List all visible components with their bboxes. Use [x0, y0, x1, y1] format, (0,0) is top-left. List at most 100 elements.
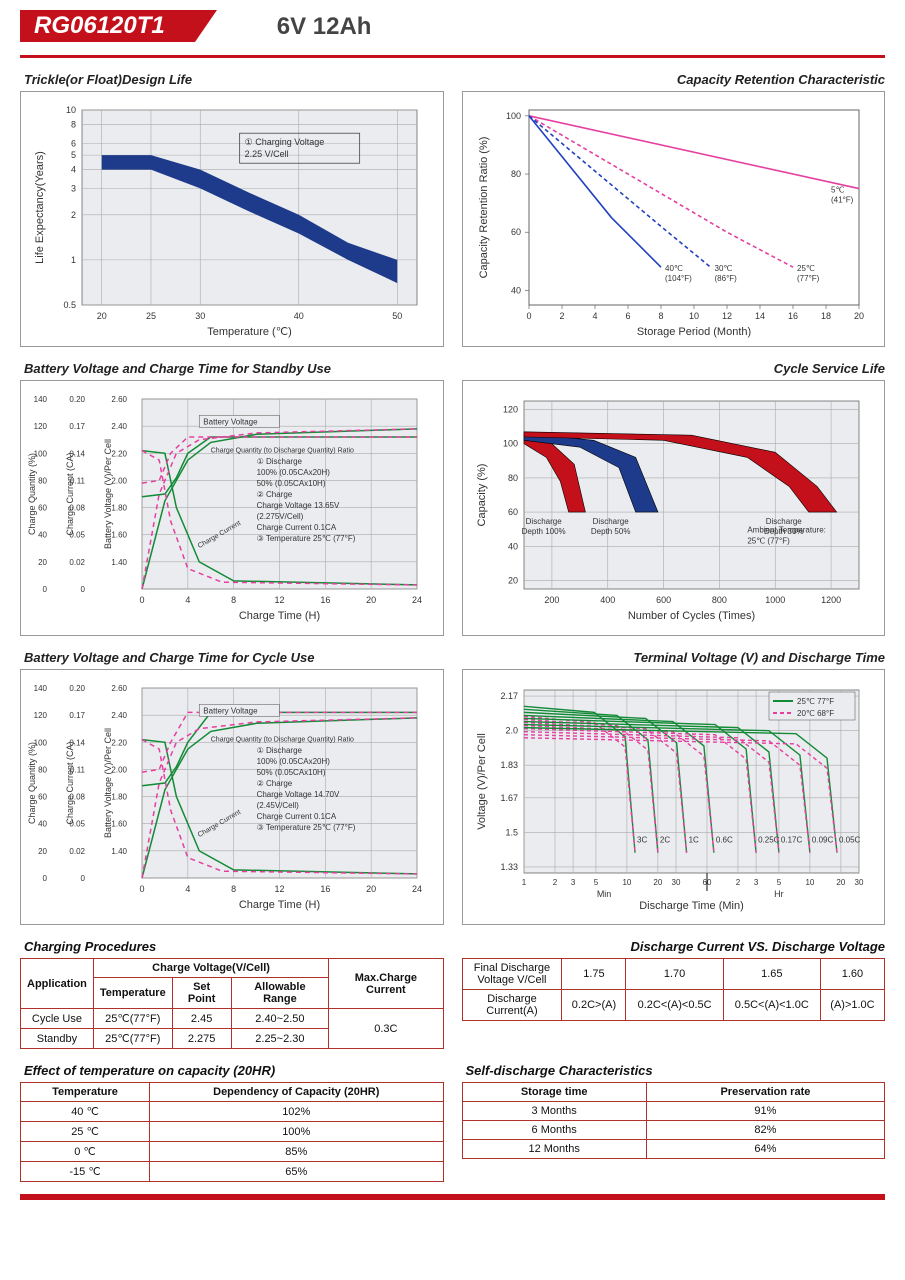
svg-text:6: 6: [71, 138, 76, 148]
svg-text:50% (0.05CAx10H): 50% (0.05CAx10H): [257, 768, 326, 777]
svg-text:Charge Voltage 14.70V: Charge Voltage 14.70V: [257, 790, 340, 799]
svg-text:60: 60: [510, 227, 520, 237]
svg-text:80: 80: [510, 169, 520, 179]
svg-text:Hr: Hr: [774, 889, 784, 899]
self-title: Self-discharge Characteristics: [466, 1063, 886, 1078]
svg-text:0: 0: [139, 884, 144, 894]
svg-text:Battery Voltage: Battery Voltage: [203, 417, 258, 426]
svg-text:24: 24: [412, 884, 422, 894]
header: RG06120T1 6V 12Ah: [20, 10, 885, 44]
chart5-wrap: Battery Voltage and Charge Time for Cycl…: [20, 650, 444, 925]
chart3-wrap: Battery Voltage and Charge Time for Stan…: [20, 361, 444, 636]
th-cv: Charge Voltage(V/Cell): [93, 959, 328, 978]
table-row: Application Charge Voltage(V/Cell) Max.C…: [21, 959, 444, 978]
discharge-table: Final Discharge Voltage V/Cell 1.75 1.70…: [462, 958, 886, 1021]
svg-text:40: 40: [294, 311, 304, 321]
th-mcc: Max.Charge Current: [329, 959, 443, 1009]
svg-text:0.02: 0.02: [69, 847, 85, 856]
svg-text:3: 3: [753, 878, 758, 887]
chart6-wrap: Terminal Voltage (V) and Discharge Time …: [462, 650, 886, 925]
svg-text:2.25 V/Cell: 2.25 V/Cell: [245, 149, 289, 159]
svg-text:1.60: 1.60: [111, 820, 127, 829]
svg-text:Charge Current 0.1CA: Charge Current 0.1CA: [257, 523, 337, 532]
svg-text:2: 2: [71, 210, 76, 220]
charging-table: Application Charge Voltage(V/Cell) Max.C…: [20, 958, 444, 1049]
svg-text:5℃: 5℃: [831, 186, 844, 195]
th-application: Application: [21, 959, 94, 1009]
chart1-title: Trickle(or Float)Design Life: [24, 72, 444, 87]
svg-text:80: 80: [38, 765, 47, 774]
svg-text:(41°F): (41°F): [831, 196, 854, 205]
svg-text:0.02: 0.02: [69, 558, 85, 567]
svg-text:0: 0: [81, 585, 86, 594]
svg-text:8: 8: [71, 120, 76, 130]
svg-text:① Discharge: ① Discharge: [257, 457, 303, 466]
svg-text:0.17C: 0.17C: [780, 836, 802, 845]
svg-text:0.6C: 0.6C: [715, 836, 732, 845]
svg-text:1000: 1000: [765, 595, 785, 605]
svg-text:50: 50: [392, 311, 402, 321]
model-banner: RG06120T1: [20, 10, 217, 44]
svg-text:20: 20: [507, 575, 517, 585]
footer-bar: [20, 1194, 885, 1200]
svg-text:Discharge Time (Min): Discharge Time (Min): [639, 900, 744, 912]
svg-text:2.40: 2.40: [111, 711, 127, 720]
svg-text:30: 30: [854, 878, 863, 887]
standby-charge-chart: 04812162024001.40200.021.60400.051.80600…: [27, 389, 427, 629]
svg-text:0.09C: 0.09C: [811, 836, 833, 845]
svg-text:Charge Quantity (%): Charge Quantity (%): [27, 453, 37, 535]
svg-text:120: 120: [34, 422, 48, 431]
svg-text:2.60: 2.60: [111, 395, 127, 404]
svg-text:0: 0: [526, 311, 531, 321]
chart4-title: Cycle Service Life: [466, 361, 886, 376]
svg-text:12: 12: [274, 884, 284, 894]
svg-text:50% (0.05CAx10H): 50% (0.05CAx10H): [257, 479, 326, 488]
chart4-wrap: Cycle Service Life 204060801001202004006…: [462, 361, 886, 636]
svg-text:4: 4: [185, 595, 190, 605]
svg-text:0.05C: 0.05C: [838, 836, 860, 845]
svg-text:100: 100: [505, 111, 520, 121]
svg-text:120: 120: [34, 711, 48, 720]
header-divider: [20, 55, 885, 58]
svg-text:Charge Current 0.1CA: Charge Current 0.1CA: [257, 812, 337, 821]
svg-text:② Charge: ② Charge: [257, 779, 293, 788]
svg-text:2.17: 2.17: [500, 691, 518, 701]
th-ar: Allowable Range: [231, 978, 329, 1009]
cycle-charge-chart: 04812162024001.40200.021.60400.051.80600…: [27, 678, 427, 918]
svg-text:0: 0: [139, 595, 144, 605]
svg-text:Temperature (℃): Temperature (℃): [207, 326, 292, 338]
svg-text:0.20: 0.20: [69, 684, 85, 693]
svg-text:2.00: 2.00: [111, 476, 127, 485]
table-row: Final Discharge Voltage V/Cell 1.75 1.70…: [462, 959, 885, 990]
svg-text:80: 80: [507, 473, 517, 483]
svg-text:16: 16: [320, 595, 330, 605]
datasheet-page: RG06120T1 6V 12Ah Trickle(or Float)Desig…: [0, 0, 905, 1220]
svg-text:400: 400: [600, 595, 615, 605]
svg-text:8: 8: [231, 595, 236, 605]
svg-text:0.17: 0.17: [69, 422, 85, 431]
svg-text:0: 0: [43, 874, 48, 883]
svg-text:20: 20: [653, 878, 662, 887]
svg-text:1.67: 1.67: [500, 793, 518, 803]
svg-text:Charge Time (H): Charge Time (H): [239, 610, 320, 622]
svg-text:1C: 1C: [688, 836, 698, 845]
svg-text:14: 14: [754, 311, 764, 321]
svg-text:5: 5: [593, 878, 598, 887]
svg-text:0.5: 0.5: [63, 300, 76, 310]
svg-text:① Charging Voltage: ① Charging Voltage: [245, 137, 325, 147]
svg-text:120: 120: [502, 405, 517, 415]
svg-text:Ambient Temperature:: Ambient Temperature:: [747, 526, 826, 535]
table-row: Cycle Use 25℃(77°F) 2.45 2.40~2.50 0.3C: [21, 1009, 444, 1029]
svg-text:10: 10: [688, 311, 698, 321]
svg-text:25℃ 77°F: 25℃ 77°F: [797, 697, 834, 706]
svg-text:2.00: 2.00: [111, 765, 127, 774]
svg-text:10: 10: [622, 878, 631, 887]
chart2-title: Capacity Retention Characteristic: [466, 72, 886, 87]
svg-text:60: 60: [38, 793, 47, 802]
svg-text:Number of Cycles (Times): Number of Cycles (Times): [627, 610, 754, 622]
svg-text:20: 20: [836, 878, 845, 887]
svg-text:20: 20: [366, 884, 376, 894]
svg-text:1: 1: [521, 878, 526, 887]
svg-text:1.80: 1.80: [111, 793, 127, 802]
svg-text:(104°F): (104°F): [665, 274, 692, 283]
